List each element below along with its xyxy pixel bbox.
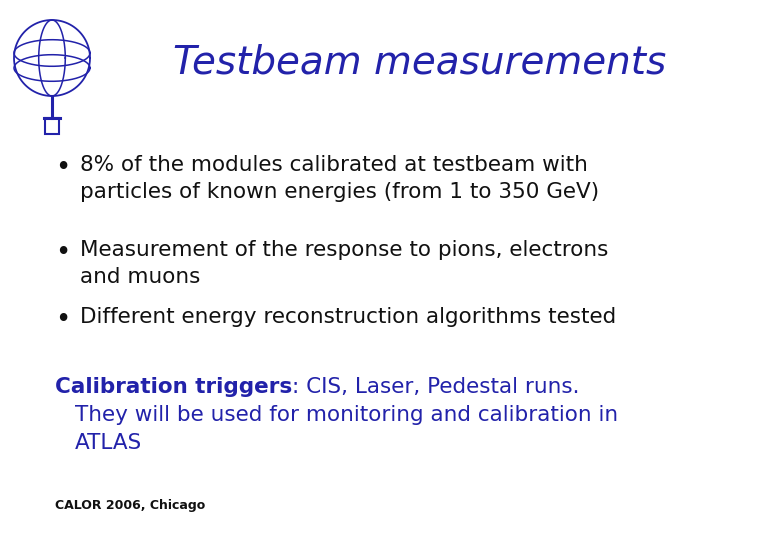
Text: Calibration triggers: Calibration triggers: [55, 377, 292, 397]
Text: They will be used for monitoring and calibration in: They will be used for monitoring and cal…: [75, 405, 618, 425]
Text: : CIS, Laser, Pedestal runs.: : CIS, Laser, Pedestal runs.: [292, 377, 580, 397]
Text: CALOR 2006, Chicago: CALOR 2006, Chicago: [55, 499, 205, 512]
Text: Different energy reconstruction algorithms tested: Different energy reconstruction algorith…: [80, 307, 616, 327]
Text: •: •: [55, 240, 70, 266]
Text: •: •: [55, 307, 70, 333]
Bar: [45, 118, 59, 134]
Text: Testbeam measurements: Testbeam measurements: [173, 43, 667, 81]
Text: ATLAS: ATLAS: [75, 433, 142, 453]
Text: 8% of the modules calibrated at testbeam with
particles of known energies (from : 8% of the modules calibrated at testbeam…: [80, 155, 599, 202]
Text: Measurement of the response to pions, electrons
and muons: Measurement of the response to pions, el…: [80, 240, 608, 287]
Text: •: •: [55, 155, 70, 181]
